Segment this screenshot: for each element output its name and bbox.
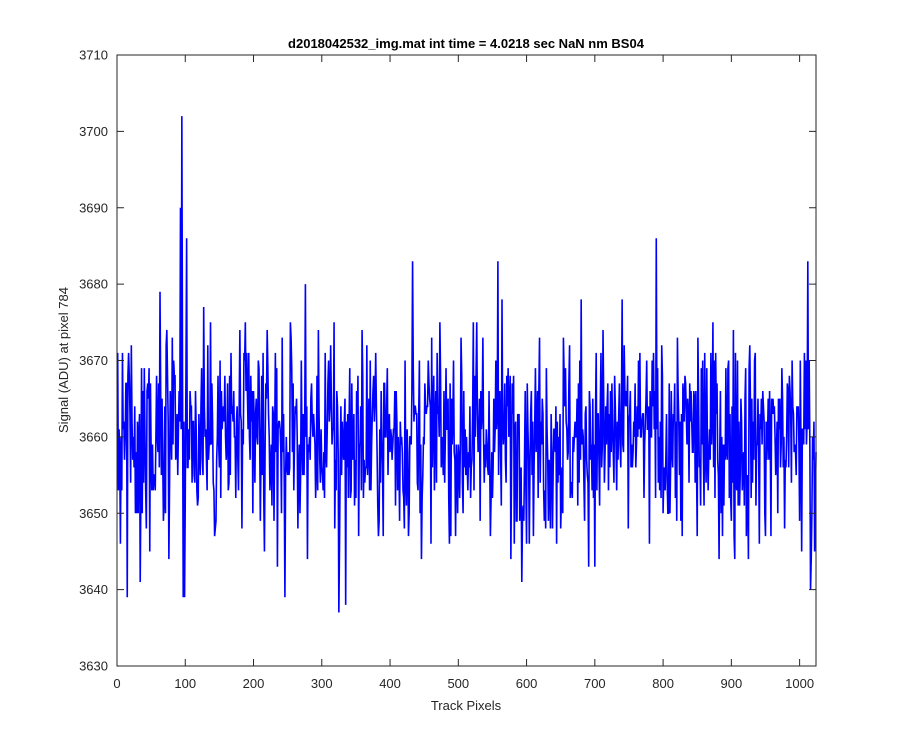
x-tick-label-1000: 1000 <box>785 676 814 691</box>
x-tick-label-600: 600 <box>516 676 538 691</box>
chart-title: d2018042532_img.mat int time = 4.0218 se… <box>288 36 645 51</box>
axes-layer: 0 100 200 300 400 500 600 700 800 900 1000 3630 3640… <box>79 48 817 691</box>
series-line <box>116 116 817 613</box>
y-axis-label: Signal (ADU) at pixel 784 <box>56 287 71 433</box>
y-tick-label-3640: 3640 <box>79 582 108 597</box>
x-tick-label-200: 200 <box>243 676 265 691</box>
x-tick-label-700: 700 <box>584 676 606 691</box>
series-layer <box>116 116 817 613</box>
y-tick-label-3630: 3630 <box>79 659 108 674</box>
plot-area <box>117 55 816 666</box>
x-tick-label-800: 800 <box>652 676 674 691</box>
x-tick-label-300: 300 <box>311 676 333 691</box>
x-tick-label-900: 900 <box>721 676 743 691</box>
x-axis-label: Track Pixels <box>431 698 502 713</box>
y-tick-label-3690: 3690 <box>79 200 108 215</box>
x-tick-label-0: 0 <box>113 676 120 691</box>
y-tick-label-3650: 3650 <box>79 506 108 521</box>
y-tick-label-3700: 3700 <box>79 124 108 139</box>
y-tick-label-3710: 3710 <box>79 48 108 63</box>
y-tick-label-3680: 3680 <box>79 277 108 292</box>
x-tick-label-400: 400 <box>379 676 401 691</box>
y-tick-label-3660: 3660 <box>79 429 108 444</box>
y-tick-label-3670: 3670 <box>79 353 108 368</box>
x-tick-label-100: 100 <box>174 676 196 691</box>
x-tick-label-500: 500 <box>447 676 469 691</box>
